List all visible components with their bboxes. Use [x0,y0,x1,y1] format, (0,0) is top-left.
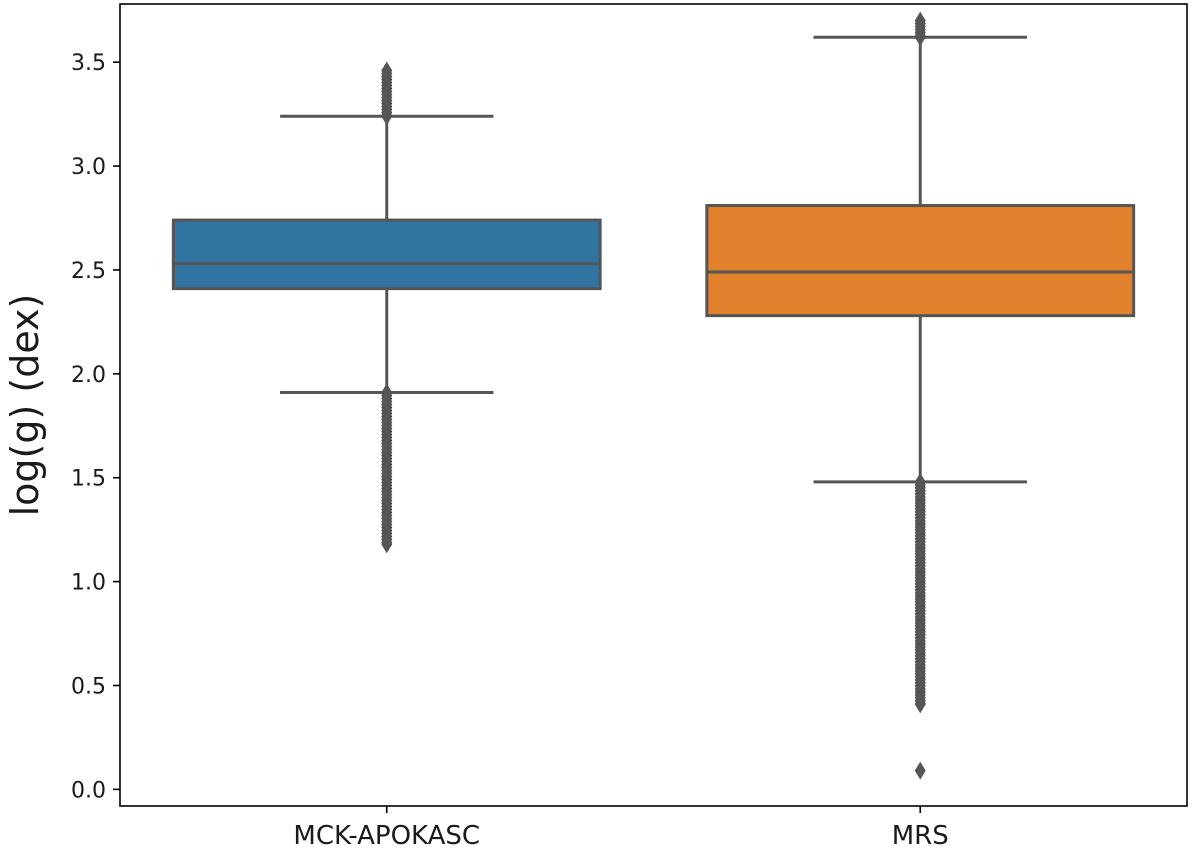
y-tick-label: 1.5 [71,467,106,492]
iqr-box [171,218,602,291]
outlier-marker [914,761,926,780]
outlier-marker [381,535,393,554]
axes: MCK-APOKASC MRS 0.0 0.5 1.0 1.5 2.0 2.5 3.0 3.5 [71,3,1188,849]
outlier-marker [914,695,926,714]
box-group-1 [171,61,602,554]
x-tick-label: MRS [892,821,949,849]
y-axis-label: log(g) (dex) [3,294,47,517]
plot-marks [171,11,1136,780]
iqr-box [705,204,1136,318]
y-tick-label: 3.0 [71,155,106,180]
y-tick-label: 0.0 [71,778,106,803]
box-group-2 [705,11,1136,780]
plot-frame [119,3,1188,807]
outlier-markers [914,11,926,780]
y-tick-label: 0.5 [71,674,106,699]
y-tick-label: 3.5 [71,51,106,76]
outlier-marker [914,28,926,47]
x-tick-label: MCK-APOKASC [293,821,480,849]
outlier-markers [381,61,393,554]
outlier-marker [381,107,393,126]
y-tick-label: 1.0 [71,571,106,596]
y-tick-label: 2.0 [71,363,106,388]
y-tick-label: 2.5 [71,259,106,284]
